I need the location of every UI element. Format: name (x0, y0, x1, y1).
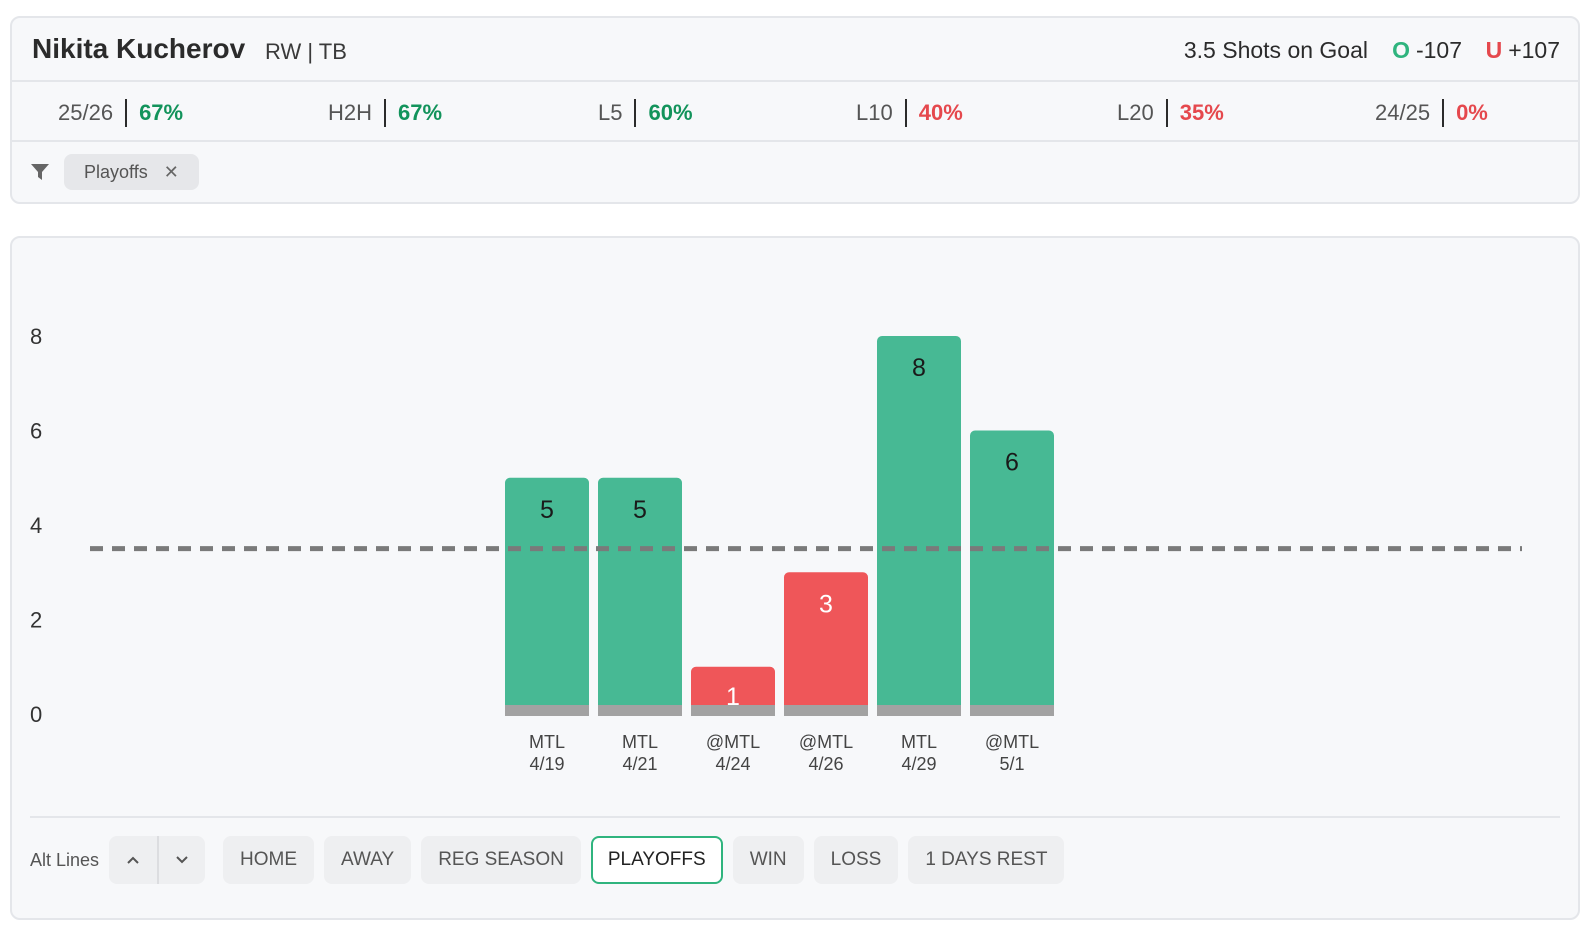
hit-rate-label: L10 (856, 99, 907, 127)
bar-value-label: 5 (633, 496, 647, 524)
hit-rate-label: H2H (328, 99, 387, 127)
hit-rate-season-2425[interactable]: 24/25 0% (1375, 99, 1488, 127)
hit-rate-label: 25/26 (58, 99, 128, 127)
filter-win-button[interactable]: WIN (732, 836, 804, 884)
y-tick-label: 8 (30, 324, 42, 349)
over-odds-value: -107 (1415, 37, 1462, 63)
x-tick-opponent: @MTL (706, 732, 760, 752)
alt-lines-label: Alt Lines (30, 849, 100, 870)
chart-controls: Alt Lines HOME AWAY REG SEASON PLAYOFFS … (30, 836, 1074, 884)
x-tick-opponent: @MTL (799, 732, 853, 752)
filter-chip-label: Playoffs (84, 161, 148, 182)
bar-6[interactable] (970, 430, 1054, 715)
hit-rate-value: 67% (398, 100, 443, 125)
bar-base (784, 705, 868, 716)
x-tick-opponent: MTL (901, 732, 937, 752)
x-tick-opponent: @MTL (985, 732, 1039, 752)
bar-labels-layer: 5MTL4/195MTL4/211@MTL4/243@MTL4/268MTL4/… (529, 354, 1039, 774)
x-tick-date: 4/19 (529, 754, 564, 774)
player-name[interactable]: Nikita Kucherov (32, 33, 246, 64)
hit-rate-row: 25/26 67% H2H 67% L5 60% L10 40% L20 35% 24/2… (12, 82, 1578, 142)
bar-base (691, 705, 775, 716)
bar-base (598, 705, 682, 716)
bar-5[interactable] (877, 336, 961, 714)
bar-base (970, 705, 1054, 716)
bar-value-label: 6 (1005, 449, 1019, 477)
under-mark: U (1485, 37, 1503, 63)
y-tick-label: 6 (30, 419, 42, 444)
active-filters-row: Playoffs ✕ (12, 142, 1578, 204)
under-odds-value: +107 (1508, 37, 1560, 63)
player-position-team: RW | TB (265, 39, 347, 64)
hit-rate-h2h[interactable]: H2H 67% (328, 99, 442, 127)
hit-rate-value: 0% (1456, 100, 1488, 125)
hit-rate-season-2526[interactable]: 25/26 67% (58, 99, 183, 127)
filter-home-button[interactable]: HOME (223, 836, 315, 884)
bar-3[interactable] (691, 666, 775, 714)
hit-rate-label: 24/25 (1375, 99, 1445, 127)
filter-rest-button[interactable]: 1 DAYS REST (908, 836, 1065, 884)
bar-value-label: 8 (912, 354, 926, 382)
hit-rate-label: L5 (598, 99, 637, 127)
over-mark: O (1392, 37, 1410, 63)
x-tick-opponent: MTL (529, 732, 565, 752)
y-tick-label: 0 (30, 702, 42, 727)
prop-line-label: 3.5 Shots on Goal (1183, 37, 1368, 63)
bar-value-label: 5 (540, 496, 554, 524)
hit-rate-l10[interactable]: L10 40% (856, 99, 963, 127)
bar-value-label: 3 (819, 590, 833, 618)
chevron-down-icon[interactable] (157, 836, 205, 884)
bar-base (877, 705, 961, 716)
under-odds[interactable]: U +107 (1486, 37, 1560, 64)
hit-rate-l5[interactable]: L5 60% (598, 99, 693, 127)
x-tick-date: 4/21 (622, 754, 657, 774)
x-tick-date: 4/29 (901, 754, 936, 774)
chevron-up-icon[interactable] (109, 836, 157, 884)
y-axis: 0 2 4 6 8 (30, 324, 42, 727)
filter-loss-button[interactable]: LOSS (813, 836, 899, 884)
filter-playoffs-button[interactable]: PLAYOFFS (590, 836, 723, 884)
player-prop-card: Nikita Kucherov RW | TB 3.5 Shots on Goa… (10, 16, 1580, 204)
hit-rate-value: 35% (1179, 100, 1224, 125)
bar-value-label: 1 (726, 683, 740, 711)
bars-layer (505, 336, 1054, 716)
prop-header: Nikita Kucherov RW | TB 3.5 Shots on Goa… (12, 18, 1578, 82)
y-tick-label: 4 (30, 513, 42, 538)
x-tick-date: 4/24 (715, 754, 750, 774)
funnel-icon[interactable] (30, 162, 50, 182)
hit-rate-value: 60% (648, 100, 693, 125)
bar-4[interactable] (784, 572, 868, 714)
bar-2[interactable] (598, 477, 682, 714)
filter-away-button[interactable]: AWAY (324, 836, 412, 884)
filter-chip-playoffs[interactable]: Playoffs ✕ (64, 154, 199, 190)
hit-rate-value: 67% (139, 100, 184, 125)
filter-reg-season-button[interactable]: REG SEASON (421, 836, 581, 884)
close-icon[interactable]: ✕ (163, 161, 179, 182)
x-tick-date: 4/26 (808, 754, 843, 774)
y-tick-label: 2 (30, 608, 42, 633)
hit-rate-l20[interactable]: L20 35% (1117, 99, 1224, 127)
x-tick-opponent: MTL (622, 732, 658, 752)
hit-rate-label: L20 (1117, 99, 1168, 127)
bar-base (505, 705, 589, 716)
chart-divider (30, 816, 1560, 818)
x-tick-date: 5/1 (999, 754, 1024, 774)
over-odds[interactable]: O -107 (1392, 37, 1462, 64)
bar-1[interactable] (505, 477, 589, 714)
alt-line-stepper (109, 836, 206, 884)
hit-rate-value: 40% (918, 100, 963, 125)
